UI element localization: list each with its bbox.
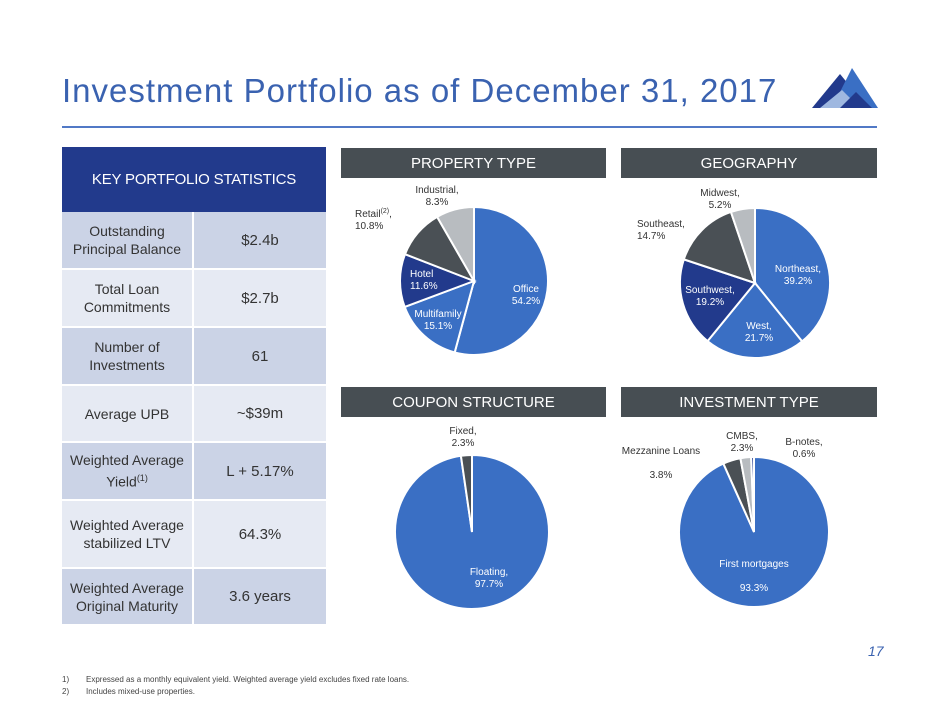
- stats-row-number-investments: Number of Investments 61: [62, 328, 326, 386]
- footnote-number: 2): [62, 687, 70, 696]
- pie-slice-multifamily: [403, 279, 476, 354]
- stats-heading: KEY PORTFOLIO STATISTICS: [62, 147, 326, 212]
- stats-label: Weighted Average Yield(1): [62, 443, 192, 499]
- pie-slice-west: [706, 281, 804, 359]
- stats-row-weighted-ltv: Weighted Average stabilized LTV 64.3%: [62, 501, 326, 569]
- property-type-pie-chart: Office 54.2% Multifamily 15.1% Hotel 11.6% …: [355, 185, 549, 356]
- page-title: Investment Portfolio as of December 31, …: [62, 72, 778, 109]
- slice-label-bnotes: B-notes, 0.6%: [785, 437, 822, 460]
- investment-type-pie-chart: First mortgages 93.3% Mezzanine Loans 3.8%…: [622, 431, 830, 608]
- footnote-ref: (1): [136, 473, 148, 484]
- pie-slice-industrial: [435, 205, 475, 285]
- stats-row-original-maturity: Weighted Average Original Maturity 3.6 y…: [62, 569, 326, 624]
- slice-label-cmbs: CMBS, 2.3%: [726, 431, 758, 454]
- slice-label-retail: Retail(2), 10.8%: [355, 208, 392, 232]
- slice-label-first-mortgages: First mortgages 93.3%: [719, 559, 788, 594]
- geography-pie-chart: Northeast, 39.2% West, 21.7% Southwest, 19.…: [637, 188, 831, 359]
- slice-label-floating: Floating, 97.7%: [470, 567, 508, 590]
- stats-label: Number of Investments: [89, 339, 165, 373]
- stats-row-weighted-yield: Weighted Average Yield(1) L + 5.17%: [62, 443, 326, 501]
- slice-label-southwest: Southwest, 19.2%: [685, 285, 734, 308]
- stats-row-outstanding-balance: Outstanding Principal Balance $2.4b: [62, 212, 326, 270]
- stats-label-text: Weighted Average Yield: [70, 452, 184, 490]
- title-divider: [62, 126, 877, 128]
- slice-label-northeast: Northeast, 39.2%: [775, 264, 821, 287]
- stats-row-total-commitments: Total Loan Commitments $2.7b: [62, 270, 326, 328]
- stats-label: Weighted Average stabilized LTV: [70, 517, 184, 551]
- footnote-text: Includes mixed-use properties.: [86, 687, 195, 696]
- stats-value: L + 5.17%: [192, 443, 326, 499]
- property-type-header: PROPERTY TYPE: [341, 148, 606, 178]
- investment-type-header: INVESTMENT TYPE: [621, 387, 877, 417]
- footnote-text: Expressed as a monthly equivalent yield.…: [86, 675, 410, 684]
- stats-label: Average UPB: [84, 405, 170, 422]
- footnote-item: 1) Expressed as a monthly equivalent yiel…: [62, 675, 409, 684]
- pie-slice-midwest: [729, 206, 756, 284]
- slice-label-southeast: Southeast, 14.7%: [637, 219, 685, 242]
- footnote-number: 1): [62, 675, 70, 684]
- coupon-structure-pie-chart: Floating, 97.7% Fixed, 2.3%: [394, 426, 550, 610]
- stats-value: $2.4b: [192, 212, 326, 268]
- stats-label: Total Loan Commitments: [83, 281, 171, 315]
- pie-slice-northeast: [754, 206, 831, 343]
- slice-label-office: Office 54.2%: [512, 284, 540, 307]
- slice-label-mezzanine: Mezzanine Loans 3.8%: [622, 446, 700, 481]
- stats-row-average-upb: Average UPB ~$39m: [62, 386, 326, 443]
- slice-label-industrial: Industrial, 8.3%: [415, 185, 458, 208]
- stats-value: 3.6 years: [192, 569, 326, 624]
- stats-label: Weighted Average Original Maturity: [70, 579, 184, 614]
- slice-label-hotel: Hotel 11.6%: [410, 269, 438, 292]
- footnotes: 1) Expressed as a monthly equivalent yiel…: [62, 675, 409, 699]
- stats-value: 61: [192, 328, 326, 384]
- page-number: 17: [868, 643, 884, 659]
- pie-slice-fixed: [459, 453, 473, 533]
- pie-slice-southeast: [682, 210, 757, 285]
- company-logo-icon: [812, 68, 878, 108]
- key-statistics-table: KEY PORTFOLIO STATISTICS Outstanding Pri…: [62, 147, 326, 624]
- stats-label: Outstanding Principal Balance: [72, 223, 182, 257]
- slice-label-multifamily: Multifamily 15.1%: [414, 309, 461, 332]
- pie-slice-southwest: [679, 258, 757, 343]
- stats-value: $2.7b: [192, 270, 326, 326]
- slice-label-midwest: Midwest, 5.2%: [700, 188, 739, 211]
- footnote-item: 2) Includes mixed-use properties.: [62, 687, 409, 696]
- slice-label-fixed: Fixed, 2.3%: [449, 426, 476, 449]
- stats-value: 64.3%: [192, 501, 326, 567]
- coupon-structure-header: COUPON STRUCTURE: [341, 387, 606, 417]
- stats-value: ~$39m: [192, 386, 326, 441]
- geography-header: GEOGRAPHY: [621, 148, 877, 178]
- pie-slice-office: [453, 205, 549, 356]
- slice-label-west: West, 21.7%: [745, 321, 773, 344]
- pie-slice-b-notes: [750, 455, 755, 533]
